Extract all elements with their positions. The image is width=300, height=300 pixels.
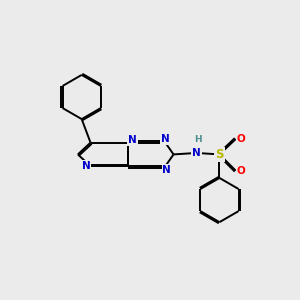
Text: S: S [215, 148, 224, 161]
Text: N: N [128, 135, 137, 145]
Text: N: N [82, 161, 91, 171]
Text: H: H [194, 135, 202, 144]
Text: O: O [237, 166, 245, 176]
Text: N: N [161, 134, 170, 144]
Text: N: N [162, 165, 171, 175]
Text: N: N [192, 148, 201, 158]
Text: O: O [237, 134, 245, 144]
